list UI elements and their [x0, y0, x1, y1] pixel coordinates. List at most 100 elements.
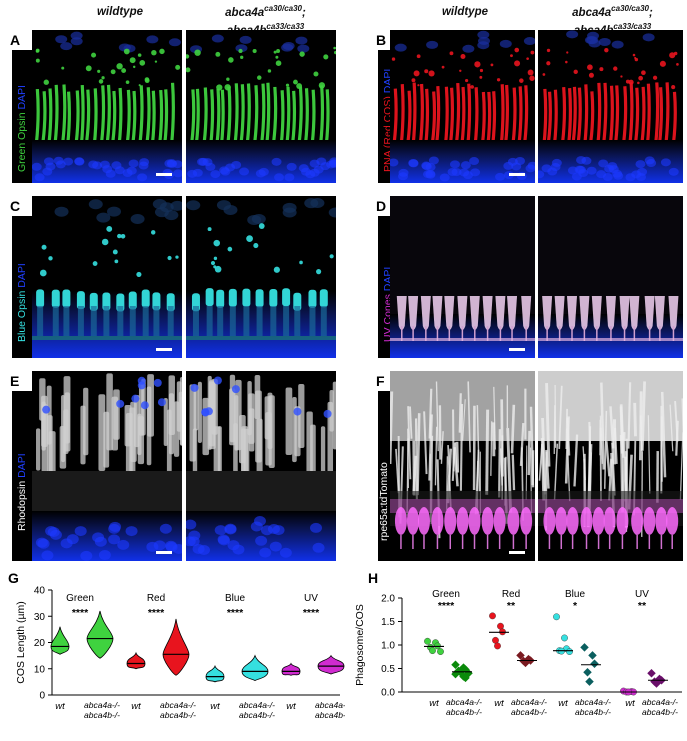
panel-letter-b: B	[376, 32, 387, 48]
g-significance: ****	[303, 607, 320, 619]
h-point-wt	[492, 636, 499, 644]
h-x-label-mut1: abca4a-/-	[575, 697, 611, 707]
g-x-label-wt: wt	[131, 701, 141, 712]
h-x-label-mut1: abca4a-/-	[446, 697, 482, 707]
micrograph-f-mutant	[538, 371, 683, 561]
stain-label-sub: DAPI	[16, 84, 28, 110]
h-x-label-mut2: abca4b-/-	[446, 707, 482, 717]
g-violin	[241, 654, 269, 682]
h-point-mutant	[580, 643, 589, 652]
g-violin	[50, 626, 70, 655]
g-violin	[205, 664, 225, 683]
g-x-label-wt: wt	[210, 701, 220, 712]
g-x-label-mut1: abca4a-/-	[84, 700, 120, 710]
g-x-label-mut1: abca4a-/-	[239, 700, 275, 710]
micrograph-b-wildtype	[390, 30, 535, 183]
g-violin	[317, 654, 345, 675]
stain-label-main: Blue Opsin	[16, 287, 28, 342]
h-point-mutant	[516, 651, 525, 660]
h-y-tick-label: 1.5	[381, 617, 395, 628]
h-y-tick-label: 0.5	[381, 664, 395, 675]
panel-e-stain-label: Rhodopsin DAPI	[16, 453, 28, 531]
h-point-wt	[566, 648, 573, 655]
h-y-tick-label: 1.0	[381, 641, 395, 652]
micrograph-a-wildtype	[32, 30, 182, 183]
g-violin	[86, 610, 114, 659]
g-x-label-wt: wt	[55, 701, 65, 712]
h-point-wt	[561, 634, 568, 642]
g-y-tick-label: 20	[34, 638, 46, 649]
g-violin	[281, 662, 301, 676]
h-x-label-mut1: abca4a-/-	[642, 697, 678, 707]
micrograph-e-mutant	[186, 371, 336, 561]
panel-c-label-bar	[12, 216, 32, 358]
panel-e-label-bar	[12, 391, 32, 561]
g-group-label: Green	[66, 593, 94, 604]
h-x-label-wt: wt	[558, 698, 568, 709]
h-significance: *	[573, 600, 578, 612]
panel-letter-f: F	[376, 373, 385, 389]
h-point-wt	[494, 642, 501, 650]
h-point-mutant	[583, 668, 592, 677]
micrograph-c-wildtype	[32, 196, 182, 358]
h-point-mutant	[588, 651, 597, 660]
panel-c-stain-label: Blue Opsin DAPI	[16, 263, 28, 342]
h-group-label: Red	[502, 589, 520, 600]
stain-label-sub: DAPI	[16, 263, 28, 288]
h-x-label-mut1: abca4a-/-	[511, 697, 547, 707]
g-x-label-mut2: abca4b-/-	[315, 710, 345, 720]
h-significance: ****	[438, 600, 455, 612]
h-y-tick-label: 0.0	[381, 688, 395, 699]
micrograph-f-wildtype	[390, 371, 535, 561]
panel-a-label-bar	[12, 50, 32, 183]
g-group-label: Blue	[225, 593, 245, 604]
h-point-wt	[424, 637, 431, 645]
h-point-wt	[437, 648, 444, 655]
g-violin	[126, 651, 146, 670]
g-x-label-mut2: abca4b-/-	[239, 710, 275, 720]
h-significance: **	[507, 600, 516, 612]
h-x-label-wt: wt	[429, 698, 439, 709]
micrograph-c-mutant	[186, 196, 336, 358]
g-x-label-mut1: abca4a-/-	[315, 700, 345, 710]
h-x-label-mut2: abca4b-/-	[575, 707, 611, 717]
h-group-label: UV	[635, 589, 649, 600]
h-group-label: Green	[432, 589, 460, 600]
panel-letter-e: E	[10, 373, 20, 389]
panel-letter-h: H	[368, 570, 379, 586]
header-wildtype-right: wildtype	[441, 6, 488, 18]
g-x-label-mut1: abca4a-/-	[160, 700, 196, 710]
panel-a-stain-label: Green Opsin DAPI	[16, 85, 28, 172]
h-significance: **	[638, 600, 647, 612]
panel-letter-d: D	[376, 198, 387, 214]
g-group-label: UV	[304, 593, 318, 604]
h-x-label-mut2: abca4b-/-	[642, 707, 678, 717]
h-point-mutant	[585, 677, 594, 686]
cos-length-violin-chart: 0 10 20 30 40 COS Length (µm) Green **** wt abca4…	[15, 586, 345, 721]
micrograph-d-wildtype	[390, 196, 535, 358]
stain-label-sub: DAPI	[16, 453, 28, 478]
g-x-label-mut2: abca4b-/-	[84, 710, 120, 720]
g-group-label: Red	[147, 593, 165, 604]
g-violin	[162, 618, 190, 676]
stain-label-main: Green Opsin	[16, 109, 28, 172]
micrograph-d-mutant	[538, 196, 683, 358]
header-wildtype-left: wildtype	[96, 6, 143, 18]
h-y-tick-label: 2.0	[381, 594, 395, 605]
g-x-label-wt: wt	[286, 701, 296, 712]
h-point-mutant	[461, 673, 470, 683]
panel-letter-a: A	[10, 32, 21, 48]
micrograph-a-mutant	[186, 30, 336, 183]
h-point-wt	[429, 647, 436, 655]
g-x-label-mut2: abca4b-/-	[160, 710, 196, 720]
h-point-mutant	[590, 659, 599, 669]
h-y-axis-label: Phagosome/COS	[354, 604, 366, 686]
h-group-label: Blue	[565, 589, 585, 600]
h-point-wt	[553, 613, 560, 621]
g-y-axis-label: COS Length (µm)	[15, 601, 27, 684]
stain-label-main: Rhodopsin	[16, 477, 28, 531]
h-x-label-mut2: abca4b-/-	[511, 707, 547, 717]
h-x-label-wt: wt	[625, 698, 635, 709]
micrograph-b-mutant	[538, 30, 683, 183]
